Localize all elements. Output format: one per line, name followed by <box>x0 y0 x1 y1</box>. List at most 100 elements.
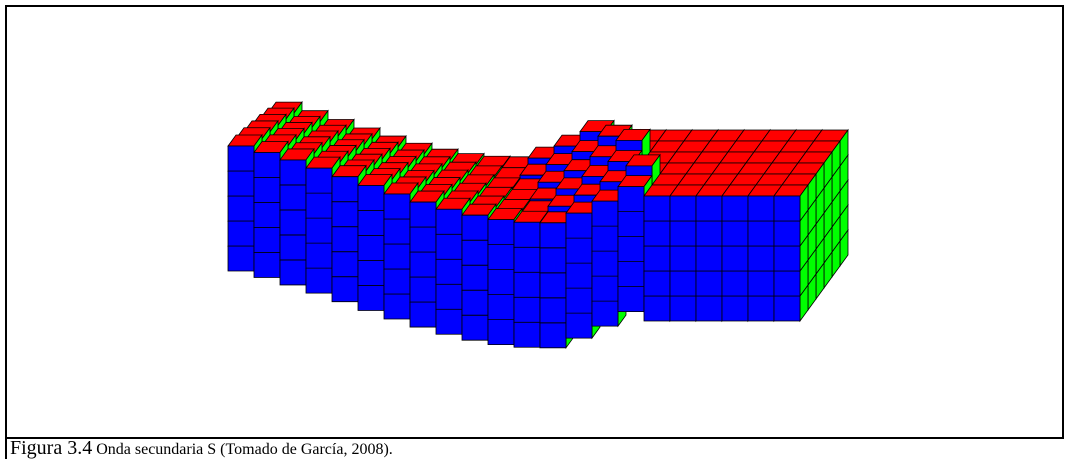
cube-front <box>383 218 411 245</box>
cube-front <box>565 212 593 239</box>
cube-front <box>435 308 463 335</box>
cube-front <box>773 295 801 322</box>
cube-front <box>487 244 515 271</box>
cube-front <box>409 226 437 253</box>
cube-front <box>227 220 255 247</box>
cube-front <box>409 251 437 278</box>
cube-front <box>227 145 255 172</box>
cube-front <box>565 287 593 314</box>
figure-label: Figura 3.4 <box>10 437 93 459</box>
cube-front <box>305 242 333 269</box>
cube-front <box>721 270 749 297</box>
cube-front <box>331 176 359 203</box>
cube-front <box>747 195 775 222</box>
cube-front <box>695 270 723 297</box>
cube-front <box>331 276 359 303</box>
cube-front <box>539 297 567 324</box>
cube-front <box>331 226 359 253</box>
cube-front <box>357 185 385 211</box>
cube-front <box>695 245 723 272</box>
cube-front <box>513 321 541 348</box>
cube-front <box>305 167 333 194</box>
cube-front <box>721 295 749 322</box>
cube-front <box>357 260 385 286</box>
cube-front <box>747 220 775 247</box>
cube-front <box>591 275 619 302</box>
cube-front <box>383 268 411 295</box>
cube-front <box>591 250 619 277</box>
cube-front <box>487 219 515 246</box>
cube-front <box>383 193 411 220</box>
cube-front <box>773 270 801 297</box>
cube-front <box>409 201 437 228</box>
cube-front <box>513 271 541 298</box>
cube-front <box>305 192 333 219</box>
caption-text: Onda secundaria S (Tomado de García, 200… <box>96 441 393 458</box>
cube-front <box>747 295 775 322</box>
cube-front <box>357 285 385 311</box>
cube-front <box>539 222 567 249</box>
cube-front <box>617 286 645 313</box>
figure-caption: Figura 3.4 Onda secundaria S (Tomado de … <box>10 437 393 460</box>
cube-front <box>383 293 411 320</box>
cube-front <box>513 246 541 273</box>
cube-front <box>227 170 255 197</box>
cube-front <box>487 269 515 296</box>
cube-front <box>695 195 723 222</box>
cube-front <box>721 195 749 222</box>
cube-front <box>383 243 411 270</box>
cube-front <box>617 186 645 213</box>
voxel-illustration <box>227 100 849 350</box>
cube-front <box>591 300 619 327</box>
cube-front <box>617 236 645 263</box>
cube-front <box>721 245 749 272</box>
cube-front <box>409 301 437 328</box>
cube-front <box>253 252 281 278</box>
cube-front <box>747 245 775 272</box>
cube-front <box>591 200 619 227</box>
cube-front <box>695 220 723 247</box>
cube-front <box>305 267 333 294</box>
cube-front <box>539 272 567 299</box>
cube-front <box>643 245 671 272</box>
cube-front <box>695 295 723 322</box>
cube-front <box>461 314 489 341</box>
cube-front <box>643 295 671 322</box>
cube-front <box>721 220 749 247</box>
cube-front <box>435 283 463 310</box>
cube-front <box>617 211 645 238</box>
cube-front <box>461 214 489 241</box>
cube-front <box>279 259 307 286</box>
cube-front <box>357 210 385 236</box>
cube-front <box>565 312 593 339</box>
cube-front <box>591 225 619 252</box>
cube-front <box>669 195 697 222</box>
cube-front <box>669 220 697 247</box>
cube-front <box>539 322 567 349</box>
figure-frame <box>5 5 1064 439</box>
cube-front <box>409 276 437 303</box>
cube-front <box>669 295 697 322</box>
cube-front <box>461 239 489 266</box>
cube-front <box>487 294 515 321</box>
cube-front <box>487 319 515 346</box>
cube-front <box>617 261 645 288</box>
cube-front <box>461 264 489 291</box>
cube-front <box>643 270 671 297</box>
cube-front <box>305 217 333 244</box>
cube-front <box>643 195 671 222</box>
cube-front <box>773 245 801 272</box>
cube-front <box>565 262 593 289</box>
cube-front <box>565 237 593 264</box>
cube-front <box>773 220 801 247</box>
cube-front <box>643 220 671 247</box>
cube-front <box>435 233 463 260</box>
cube-front <box>461 289 489 316</box>
cube-front <box>227 245 255 272</box>
cube-front <box>357 235 385 261</box>
cube-front <box>253 177 281 203</box>
cube-front <box>279 234 307 261</box>
cube-front <box>227 195 255 222</box>
cube-front <box>279 159 307 186</box>
